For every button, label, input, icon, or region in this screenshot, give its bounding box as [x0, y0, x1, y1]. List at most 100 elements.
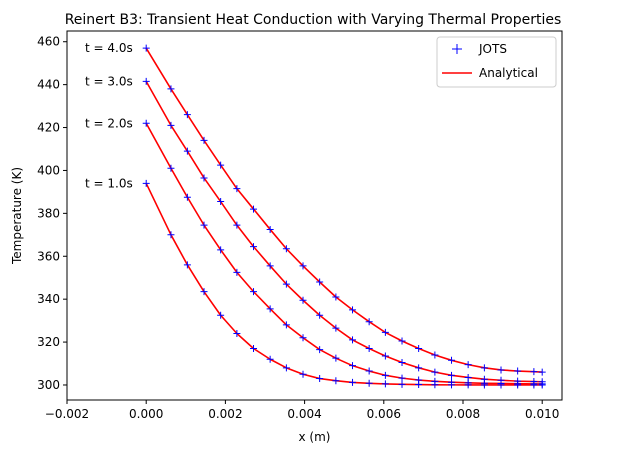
jots-markers-series-2 [142, 119, 546, 388]
y-tick-label: 400 [37, 163, 60, 177]
jots-point [200, 221, 208, 229]
jots-point [365, 367, 373, 375]
jots-point [381, 352, 389, 360]
analytical-line-series-1 [145, 182, 543, 386]
jots-point [349, 378, 357, 386]
analytical-line-series-3 [145, 81, 543, 383]
x-tick-label: 0.010 [525, 407, 559, 421]
y-tick-label: 360 [37, 249, 60, 263]
chart-title: Reinert B3: Transient Heat Conduction wi… [65, 12, 562, 28]
jots-point [431, 368, 439, 376]
jots-point [217, 246, 225, 254]
jots-point [530, 368, 538, 376]
y-tick-label: 420 [37, 121, 60, 135]
jots-point [142, 179, 150, 187]
jots-point [266, 355, 274, 363]
jots-point [381, 328, 389, 336]
jots-markers-series-3 [142, 77, 546, 386]
legend-box [436, 36, 557, 88]
jots-point [365, 318, 373, 326]
jots-point [217, 311, 225, 319]
jots-point [200, 136, 208, 144]
jots-point [530, 378, 538, 386]
jots-point [200, 174, 208, 182]
jots-point [282, 245, 290, 253]
x-axis-title: x (m) [299, 430, 331, 444]
jots-point [167, 231, 175, 239]
jots-point [142, 119, 150, 127]
jots-point [200, 288, 208, 296]
plot-frame [66, 30, 563, 401]
y-tick-label: 460 [37, 35, 60, 49]
annotation-series-1: t = 1.0s [85, 176, 133, 190]
jots-point [349, 306, 357, 314]
plot-area [142, 44, 546, 389]
annotations: t = 1.0s t = 2.0s t = 3.0s t = 4.0s [85, 41, 133, 190]
y-tick-label: 440 [37, 78, 60, 92]
x-tick-label: 0.006 [367, 407, 401, 421]
jots-point [316, 375, 324, 383]
jots-point [480, 364, 488, 372]
jots-point [497, 376, 505, 384]
legend: JOTS Analytical [436, 36, 557, 88]
annotation-series-2: t = 2.0s [85, 116, 133, 130]
legend-label-jots: JOTS [478, 42, 507, 56]
jots-point [415, 376, 423, 384]
legend-label-analytical: Analytical [479, 66, 538, 80]
jots-point [282, 364, 290, 372]
jots-point [431, 377, 439, 385]
jots-point [142, 44, 150, 52]
jots-point [233, 221, 241, 229]
jots-point [381, 371, 389, 379]
jots-point [349, 336, 357, 344]
jots-markers-series-4 [142, 44, 546, 376]
jots-point [464, 361, 472, 369]
jots-point [316, 278, 324, 286]
jots-point [332, 293, 340, 301]
jots-point [381, 380, 389, 388]
jots-point [142, 77, 150, 85]
jots-point [183, 111, 191, 119]
jots-point [316, 311, 324, 319]
jots-point [250, 243, 258, 251]
x-tick-label: 0.008 [446, 407, 480, 421]
jots-point [233, 329, 241, 337]
y-tick-label: 380 [37, 206, 60, 220]
jots-point [217, 198, 225, 206]
jots-point [299, 334, 307, 342]
jots-point [514, 367, 522, 375]
analytical-line-series-4 [145, 47, 543, 373]
jots-point [448, 356, 456, 364]
y-tick-label: 300 [37, 378, 60, 392]
jots-point [448, 378, 456, 386]
y-axis: 300 320 340 360 380 400 420 440 460 [37, 35, 67, 392]
jots-point [250, 288, 258, 296]
jots-point [398, 358, 406, 366]
x-tick-label: −0.002 [45, 407, 89, 421]
jots-point [332, 354, 340, 362]
jots-point [299, 262, 307, 270]
y-tick-label: 340 [37, 292, 60, 306]
x-tick-label: 0.000 [129, 407, 163, 421]
jots-point [538, 378, 546, 386]
jots-point [266, 305, 274, 313]
jots-point [365, 345, 373, 353]
jots-markers-series-1 [142, 179, 546, 389]
jots-point [332, 377, 340, 385]
jots-point [266, 225, 274, 233]
x-tick-label: 0.002 [208, 407, 242, 421]
jots-point [217, 161, 225, 169]
jots-point [349, 362, 357, 370]
jots-point [233, 268, 241, 276]
jots-point [183, 261, 191, 269]
jots-point [299, 370, 307, 378]
jots-point [497, 366, 505, 374]
jots-point [514, 377, 522, 385]
analytical-line-series-2 [145, 122, 543, 385]
jots-point [431, 351, 439, 359]
jots-point [167, 121, 175, 129]
jots-point [233, 185, 241, 193]
jots-point [266, 262, 274, 270]
jots-point [250, 345, 258, 353]
